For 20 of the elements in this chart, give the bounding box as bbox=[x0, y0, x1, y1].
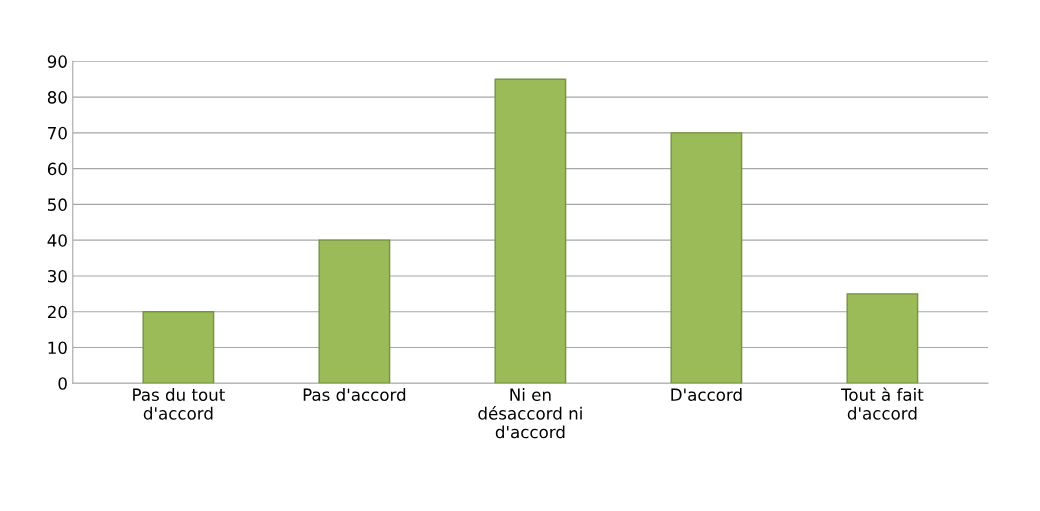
y-tick-label: 10 bbox=[48, 341, 67, 355]
x-tick-label: Pas d'accord bbox=[303, 388, 406, 402]
y-tick-label: 60 bbox=[47, 162, 67, 176]
bar bbox=[142, 311, 215, 384]
y-tick-label: 70 bbox=[48, 126, 67, 140]
y-tick-label: 40 bbox=[47, 234, 67, 247]
y-tick-label: 50 bbox=[48, 198, 67, 211]
bar bbox=[670, 132, 743, 384]
y-tick-label: 0 bbox=[58, 377, 67, 390]
y-tick-label: 80 bbox=[47, 91, 67, 104]
x-tick-label: Ni en désaccord ni d'accord bbox=[478, 388, 582, 439]
x-tick-label: D'accord bbox=[671, 388, 742, 402]
y-tick-label: 90 bbox=[47, 55, 67, 68]
bar bbox=[494, 78, 567, 384]
y-tick-label: 20 bbox=[47, 305, 67, 319]
x-tick-label: Pas du tout d'accord bbox=[133, 388, 225, 420]
bar bbox=[318, 239, 391, 384]
x-tick-label: Tout à fait d'accord bbox=[841, 387, 924, 420]
y-tick-label: 30 bbox=[48, 269, 67, 283]
bar bbox=[846, 293, 919, 384]
